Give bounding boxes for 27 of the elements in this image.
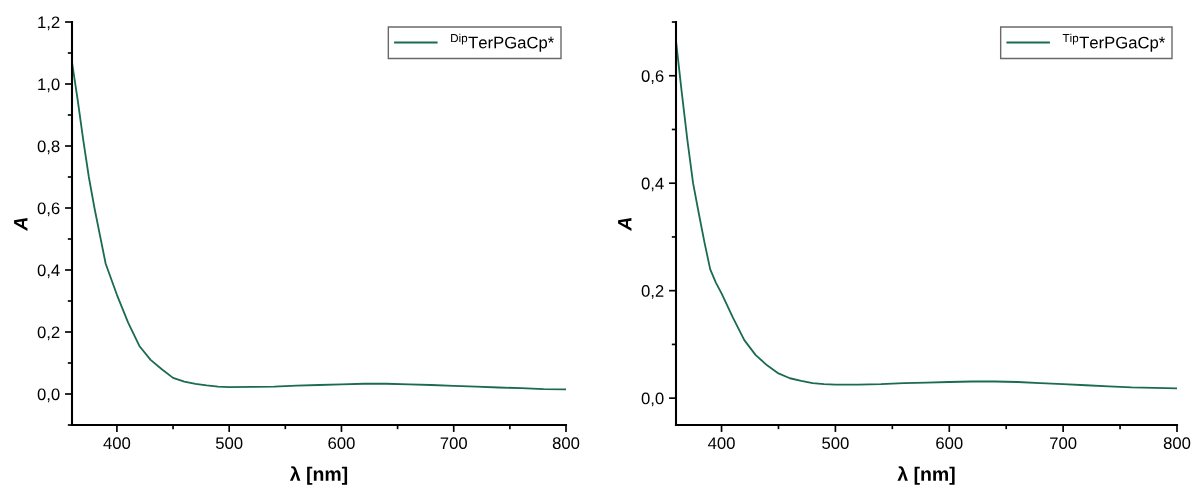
y-tick-label: 1,2: [38, 16, 60, 31]
x-tick-label: 400: [103, 437, 131, 450]
y-tick-label: 0,4: [37, 264, 60, 279]
x-tick-label: 700: [1050, 437, 1077, 450]
y-axis-title: A: [618, 217, 632, 231]
y-tick-label: 0,0: [641, 392, 664, 407]
y-axis-title: A: [14, 217, 28, 231]
y-tick-label: 0,6: [641, 70, 664, 84]
x-tick-label: 500: [215, 437, 243, 450]
x-axis-title: λ [nm]: [897, 466, 955, 485]
y-tick-label: 1,0: [38, 78, 60, 93]
y-tick-label: 0,6: [37, 202, 60, 217]
legend-label: $^{Tip}$TerPGaCp*: [1062, 33, 1166, 52]
y-tick-label: 0,2: [641, 285, 664, 299]
y-tick-label: 0,2: [37, 326, 60, 341]
x-tick-label: 700: [440, 437, 467, 450]
x-axis-title: λ [nm]: [289, 466, 348, 485]
x-tick-label: 800: [552, 437, 580, 450]
x-tick-label: 500: [822, 437, 849, 450]
x-tick-label: 800: [1163, 437, 1191, 450]
x-tick-label: 600: [328, 437, 355, 450]
x-tick-label: 600: [936, 437, 963, 450]
legend-label: $^{Dip}$TerPGaCp*: [451, 33, 554, 52]
y-tick-label: 0,0: [37, 388, 60, 403]
x-tick-label: 400: [708, 437, 735, 450]
y-tick-label: 0,8: [37, 140, 60, 155]
y-tick-label: 0,4: [641, 177, 664, 192]
